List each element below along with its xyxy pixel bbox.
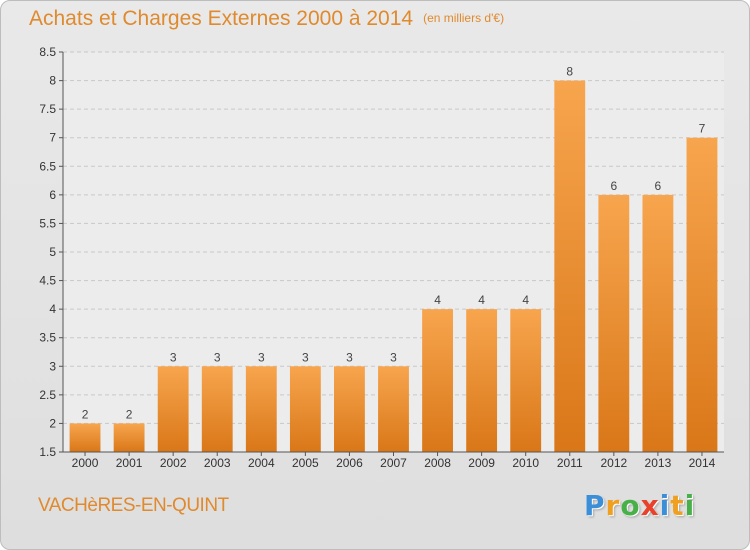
bars <box>69 80 718 453</box>
x-tick-label-2009: 2009 <box>468 456 495 470</box>
data-label-2012: 6 <box>610 179 617 193</box>
data-label-2003: 3 <box>214 350 221 364</box>
chart-title: Achats et Charges Externes 2000 à 2014 (e… <box>29 7 504 31</box>
x-tick-label-2014: 2014 <box>689 456 716 470</box>
y-tick-label: 4 <box>49 302 56 316</box>
data-label-2005: 3 <box>302 350 309 364</box>
x-tick-label-2012: 2012 <box>600 456 627 470</box>
chart-title-text: Achats et Charges Externes 2000 à 2014 <box>29 7 414 30</box>
y-tick-label: 7 <box>49 131 56 145</box>
x-tick-label-2000: 2000 <box>72 456 99 470</box>
y-tick-label: 2 <box>49 416 56 430</box>
logo-letter: i <box>659 489 671 522</box>
data-label-2011: 8 <box>566 65 573 79</box>
data-labels: 2 2 3 3 3 3 3 3 4 4 4 8 6 6 7 <box>82 65 706 422</box>
y-tick-label: 6.5 <box>39 159 56 173</box>
data-label-2014: 7 <box>699 122 706 136</box>
bar-2011 <box>554 80 586 453</box>
y-tick-label: 5.5 <box>39 216 56 230</box>
location-name: VACHèRES-EN-QUINT <box>38 495 229 516</box>
x-tick-label-2004: 2004 <box>248 456 275 470</box>
logo-letter: t <box>670 489 685 522</box>
bar-2001 <box>113 423 145 452</box>
data-label-2007: 3 <box>390 350 397 364</box>
bar-2010 <box>510 309 542 452</box>
data-label-2002: 3 <box>170 350 177 364</box>
logo-letter: x <box>640 489 660 522</box>
bar-2004 <box>245 366 277 452</box>
data-label-2010: 4 <box>522 293 529 307</box>
logo-letter: i <box>684 489 696 522</box>
logo-letter: r <box>605 489 621 522</box>
bar-2008 <box>422 309 453 452</box>
y-tick-label: 2.5 <box>39 388 56 402</box>
bar-2013 <box>642 194 674 452</box>
x-axis-ticks: 2000 2001 2002 2003 2004 2005 2006 2007 2008 2009… <box>72 452 716 470</box>
y-tick-label: 3.5 <box>39 331 56 345</box>
y-axis-ticks: 1.5 2 2.5 3 3.5 4 4.5 5 5.5 6 6.5 7 7.5 8 8.5 <box>39 45 63 459</box>
bar-2005 <box>289 366 321 452</box>
y-tick-label: 7.5 <box>39 102 56 116</box>
bar-2002 <box>157 366 189 452</box>
x-tick-label-2013: 2013 <box>645 456 672 470</box>
chart-unit-label: (en milliers d'€) <box>423 11 505 25</box>
data-label-2008: 4 <box>434 293 441 307</box>
y-tick-label: 4.5 <box>39 274 56 288</box>
x-tick-label-2001: 2001 <box>116 456 143 470</box>
x-tick-label-2010: 2010 <box>512 456 539 470</box>
bar-2014 <box>686 137 718 452</box>
bar-2006 <box>334 366 365 452</box>
data-label-2009: 4 <box>478 293 485 307</box>
y-tick-label: 1.5 <box>39 445 56 459</box>
proxiti-logo: Proxiti <box>584 489 695 522</box>
data-label-2013: 6 <box>655 179 662 193</box>
data-label-2000: 2 <box>82 407 89 421</box>
bar-2009 <box>466 309 498 452</box>
y-tick-label: 5 <box>49 245 56 259</box>
data-label-2001: 2 <box>126 407 133 421</box>
data-label-2006: 3 <box>346 350 353 364</box>
y-tick-label: 6 <box>49 188 56 202</box>
bar-2012 <box>598 194 630 452</box>
logo-letter: o <box>620 489 641 522</box>
x-tick-label-2008: 2008 <box>424 456 451 470</box>
x-tick-label-2005: 2005 <box>292 456 319 470</box>
x-tick-label-2002: 2002 <box>160 456 187 470</box>
bar-2003 <box>201 366 233 452</box>
y-tick-label: 8 <box>49 74 56 88</box>
x-tick-label-2006: 2006 <box>336 456 363 470</box>
x-tick-label-2003: 2003 <box>204 456 231 470</box>
logo-letter: P <box>584 489 606 522</box>
bar-2000 <box>69 423 101 452</box>
bar-2007 <box>378 366 409 452</box>
x-tick-label-2007: 2007 <box>380 456 407 470</box>
x-tick-label-2011: 2011 <box>557 456 583 470</box>
y-tick-label: 8.5 <box>39 45 56 59</box>
y-tick-label: 3 <box>49 359 56 373</box>
data-label-2004: 3 <box>258 350 265 364</box>
